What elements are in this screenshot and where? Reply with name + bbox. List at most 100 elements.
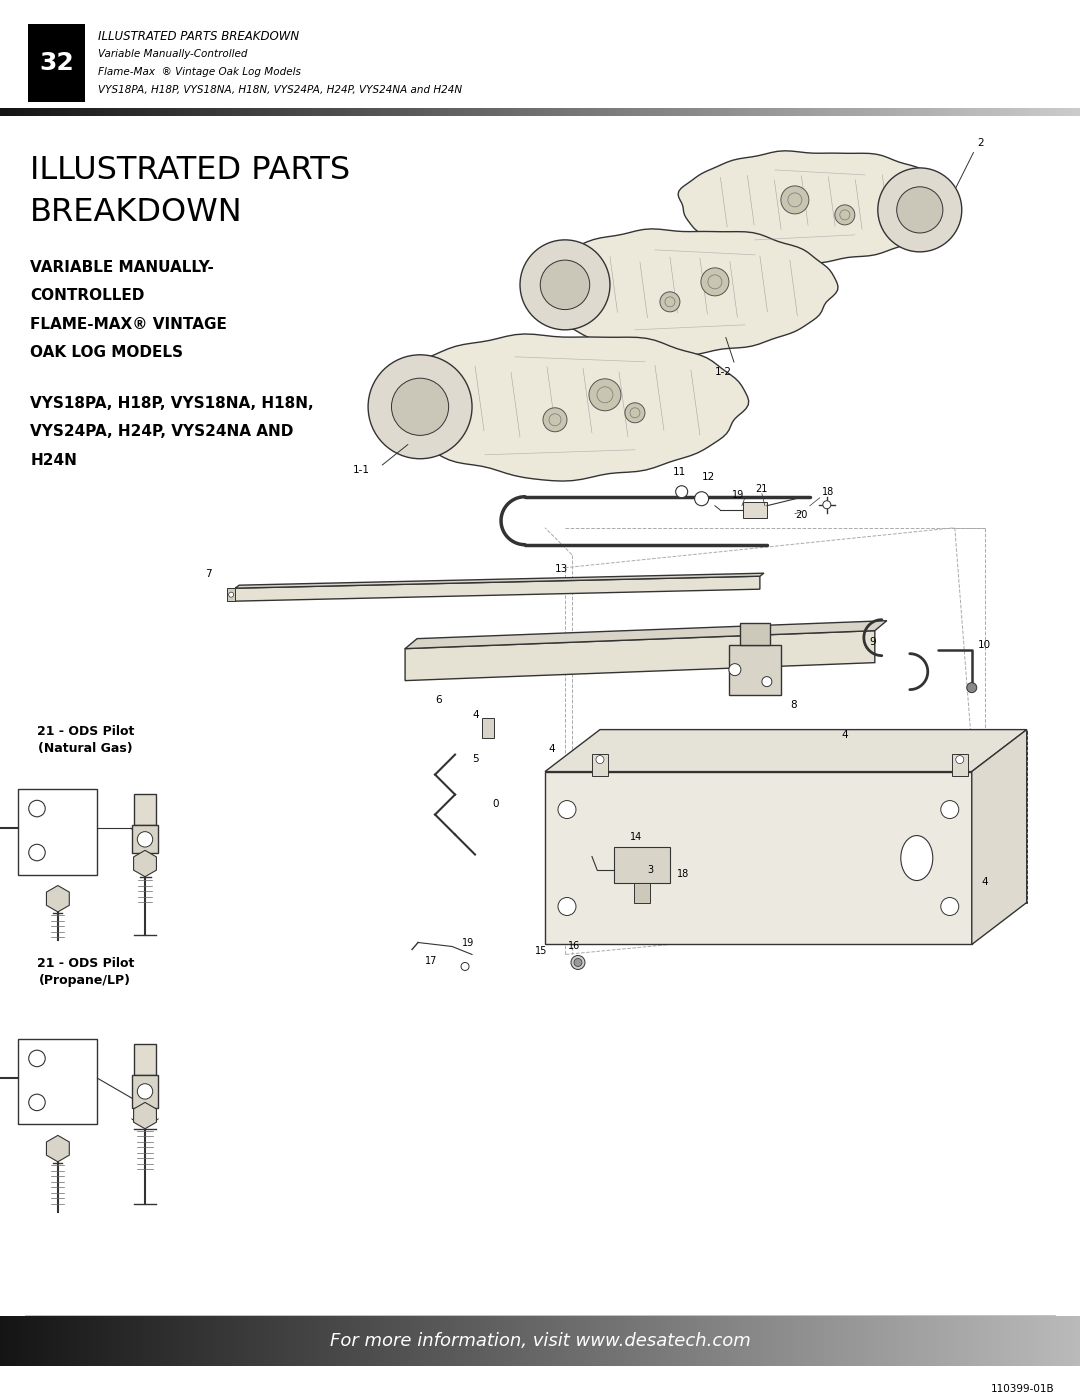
Bar bbox=[796, 1316, 800, 1366]
Bar bbox=[199, 1316, 203, 1366]
Bar bbox=[848, 108, 854, 116]
Bar bbox=[410, 1316, 415, 1366]
Polygon shape bbox=[134, 851, 157, 877]
Text: 21 - ODS Pilot
(Propane/LP): 21 - ODS Pilot (Propane/LP) bbox=[37, 957, 134, 988]
Bar bbox=[86, 1316, 91, 1366]
Bar bbox=[224, 1316, 228, 1366]
Text: 2: 2 bbox=[976, 138, 984, 148]
Text: 13: 13 bbox=[555, 563, 568, 574]
Bar bbox=[18, 1316, 23, 1366]
Bar bbox=[400, 108, 406, 116]
Bar bbox=[383, 108, 390, 116]
Bar bbox=[457, 1316, 462, 1366]
Bar bbox=[839, 1316, 843, 1366]
Bar bbox=[837, 108, 843, 116]
Bar bbox=[734, 1316, 739, 1366]
Bar bbox=[327, 1316, 333, 1366]
Bar bbox=[335, 108, 341, 116]
Circle shape bbox=[558, 897, 576, 915]
Bar bbox=[429, 1316, 433, 1366]
Bar bbox=[999, 108, 1005, 116]
Bar bbox=[188, 1316, 192, 1366]
Bar bbox=[1022, 1316, 1027, 1366]
Circle shape bbox=[229, 592, 233, 597]
Bar bbox=[482, 718, 494, 738]
Polygon shape bbox=[532, 229, 838, 355]
Bar bbox=[389, 1316, 393, 1366]
Bar bbox=[259, 1316, 264, 1366]
Bar bbox=[194, 1316, 199, 1366]
Bar bbox=[792, 1316, 796, 1366]
Polygon shape bbox=[134, 1102, 157, 1129]
Bar bbox=[870, 1316, 876, 1366]
Bar bbox=[978, 1316, 984, 1366]
Bar bbox=[137, 1316, 141, 1366]
Bar bbox=[248, 108, 255, 116]
Bar bbox=[861, 1316, 865, 1366]
Bar bbox=[524, 108, 530, 116]
Bar bbox=[943, 1316, 947, 1366]
Bar bbox=[108, 1316, 112, 1366]
Bar bbox=[173, 108, 179, 116]
Bar bbox=[666, 1316, 671, 1366]
Bar bbox=[810, 108, 816, 116]
Circle shape bbox=[941, 800, 959, 819]
Bar bbox=[216, 108, 222, 116]
Bar bbox=[705, 1316, 711, 1366]
Bar bbox=[1048, 1316, 1052, 1366]
Bar bbox=[316, 1316, 322, 1366]
Bar bbox=[392, 1316, 397, 1366]
Bar bbox=[443, 1316, 447, 1366]
Bar bbox=[28, 24, 85, 102]
Bar bbox=[1058, 1316, 1063, 1366]
Bar bbox=[346, 108, 352, 116]
Bar bbox=[608, 1316, 613, 1366]
Text: 32: 32 bbox=[39, 50, 75, 75]
Bar bbox=[743, 502, 767, 518]
Bar bbox=[497, 108, 503, 116]
Bar bbox=[254, 108, 260, 116]
Circle shape bbox=[761, 676, 772, 687]
Bar bbox=[134, 1316, 138, 1366]
Ellipse shape bbox=[901, 835, 933, 880]
Bar bbox=[414, 1316, 419, 1366]
Bar bbox=[724, 1316, 728, 1366]
Bar bbox=[940, 1316, 944, 1366]
Bar bbox=[799, 108, 806, 116]
Bar bbox=[356, 1316, 361, 1366]
Bar bbox=[0, 108, 6, 116]
Bar bbox=[51, 1316, 55, 1366]
Bar bbox=[586, 1316, 592, 1366]
Bar bbox=[935, 1316, 941, 1366]
Bar bbox=[956, 108, 962, 116]
Bar bbox=[134, 795, 156, 826]
Bar bbox=[273, 1316, 279, 1366]
Circle shape bbox=[137, 1084, 152, 1099]
Bar bbox=[145, 1316, 149, 1366]
Bar bbox=[313, 108, 320, 116]
Bar bbox=[1072, 1316, 1077, 1366]
Bar bbox=[94, 1316, 98, 1366]
Bar bbox=[697, 108, 703, 116]
Bar bbox=[221, 108, 228, 116]
Bar bbox=[1037, 1316, 1041, 1366]
Bar bbox=[551, 108, 557, 116]
Bar bbox=[828, 1316, 833, 1366]
Bar bbox=[213, 1316, 217, 1366]
Text: 5: 5 bbox=[472, 753, 478, 764]
Text: VYS18PA, H18P, VYS18NA, H18N,: VYS18PA, H18P, VYS18NA, H18N, bbox=[30, 395, 314, 411]
Bar bbox=[869, 108, 876, 116]
Bar bbox=[103, 108, 109, 116]
Bar bbox=[43, 108, 50, 116]
Bar bbox=[918, 1316, 922, 1366]
Bar bbox=[605, 1316, 609, 1366]
Circle shape bbox=[137, 831, 152, 847]
Bar bbox=[1021, 108, 1027, 116]
Bar bbox=[967, 108, 973, 116]
Bar bbox=[562, 1316, 566, 1366]
Bar bbox=[759, 1316, 764, 1366]
Bar bbox=[162, 108, 168, 116]
Bar bbox=[745, 1316, 750, 1366]
Text: 11: 11 bbox=[673, 467, 687, 476]
Bar bbox=[321, 1316, 325, 1366]
